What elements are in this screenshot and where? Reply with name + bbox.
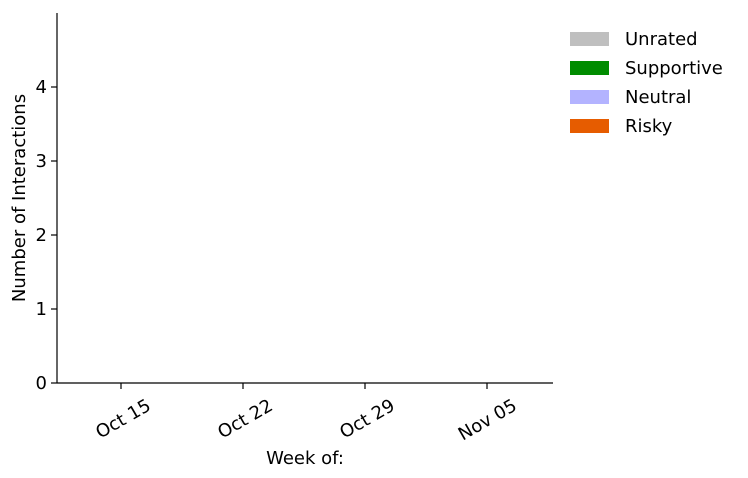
legend-swatch [570, 32, 609, 46]
legend-swatch [570, 119, 609, 133]
legend-label: Unrated [625, 29, 698, 50]
y-tick-label: 1 [36, 299, 47, 320]
legend-label: Supportive [625, 58, 723, 79]
y-tick-label: 2 [36, 225, 47, 246]
legend-label: Risky [625, 116, 673, 137]
legend-swatch [570, 90, 609, 104]
x-tick-label: Oct 15 [92, 395, 154, 443]
y-tick-label: 0 [36, 373, 47, 394]
legend-label: Neutral [625, 87, 691, 108]
legend-swatch [570, 61, 609, 75]
x-tick-label: Oct 22 [214, 395, 276, 443]
plot-area [56, 13, 553, 384]
y-tick-label: 3 [36, 151, 47, 172]
x-axis: Oct 15 Oct 22 Oct 29 Nov 05 [92, 383, 521, 445]
y-tick-label: 4 [36, 77, 47, 98]
x-tick-label: Nov 05 [455, 395, 521, 445]
y-axis: 0 1 2 3 4 [36, 77, 57, 394]
x-axis-label: Week of: [266, 448, 344, 469]
x-tick-label: Oct 29 [336, 395, 398, 443]
legend: Unrated Supportive Neutral Risky [570, 29, 723, 137]
y-axis-label: Number of Interactions [9, 94, 30, 302]
